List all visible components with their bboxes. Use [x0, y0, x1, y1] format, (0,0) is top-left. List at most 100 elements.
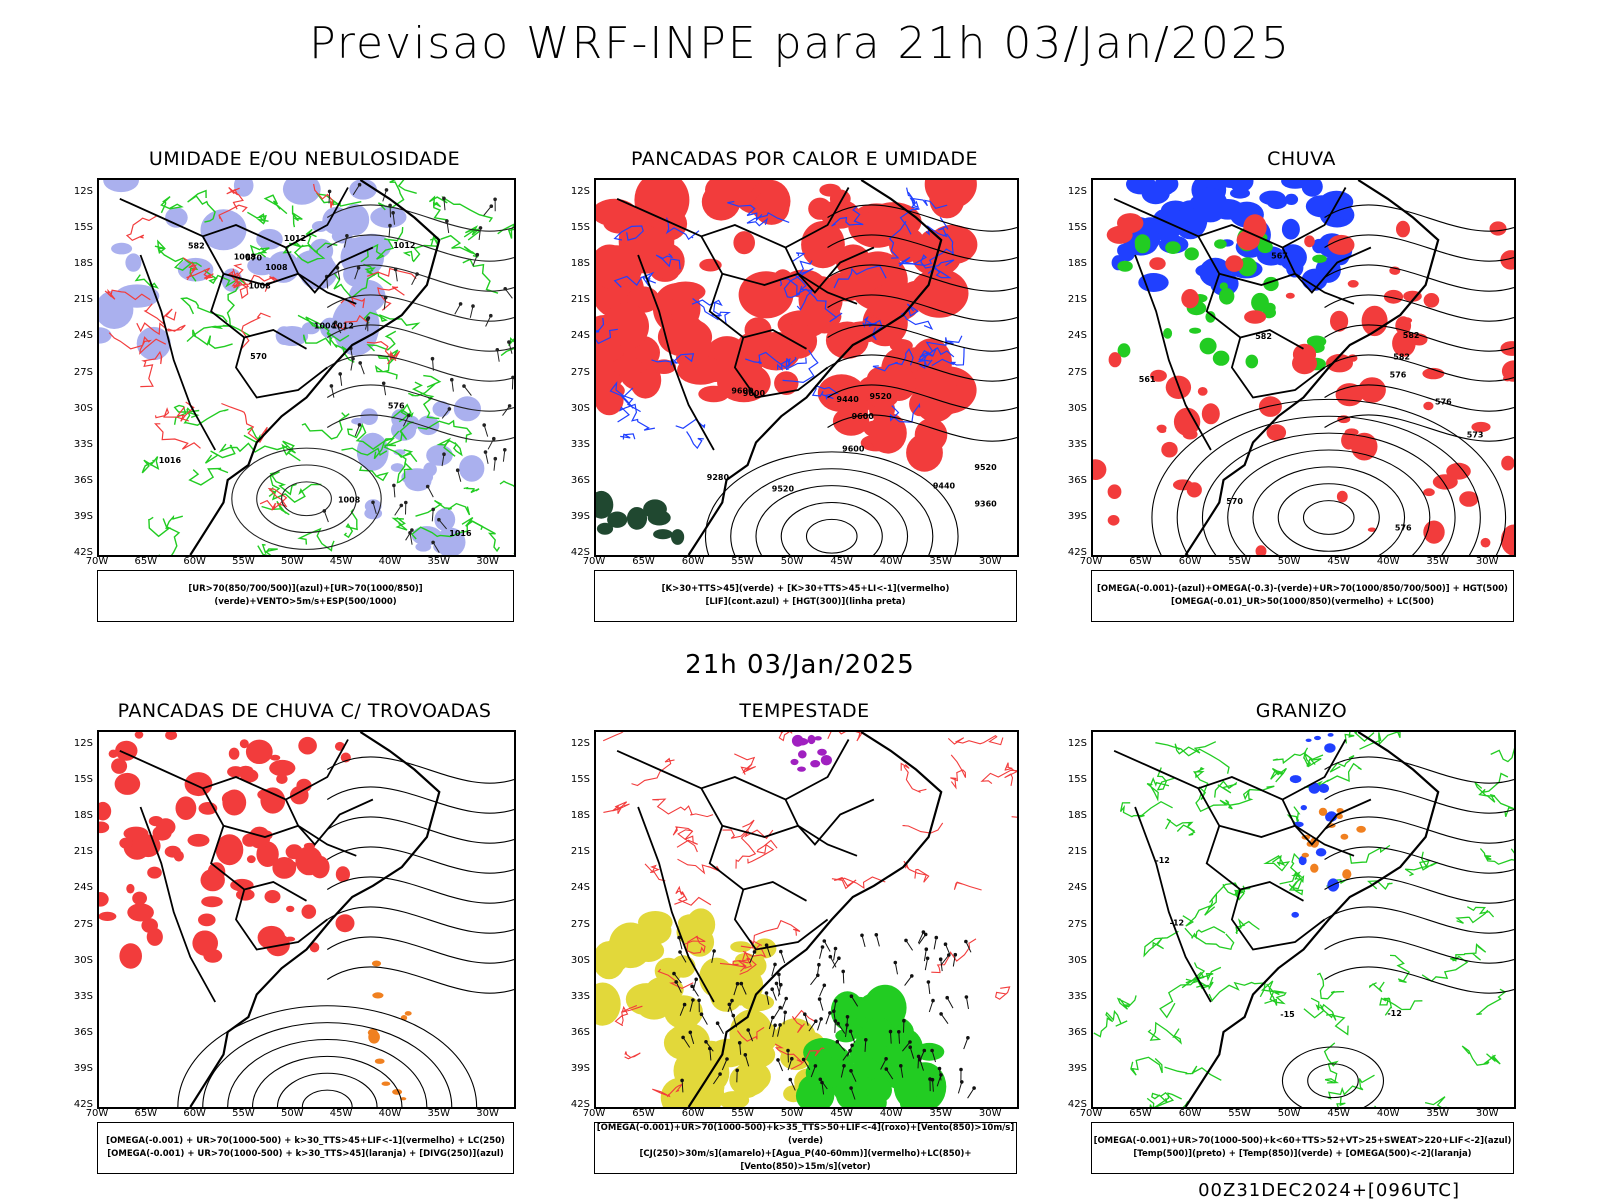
- lat-tick-label: 39S: [564, 511, 590, 522]
- lon-tick-label: 40W: [375, 556, 405, 567]
- lon-tick-label: 35W: [424, 1108, 454, 1119]
- lat-tick-label: 27S: [564, 367, 590, 378]
- lat-tick-label: 12S: [1061, 738, 1087, 749]
- lat-tick-label: 36S: [1061, 475, 1087, 486]
- lon-tick-label: 40W: [1373, 556, 1403, 567]
- lat-tick-label: 18S: [67, 810, 93, 821]
- contour-label: 1012: [393, 241, 415, 250]
- lat-tick-label: 39S: [1061, 511, 1087, 522]
- contour-label: 9520: [772, 485, 795, 494]
- contour-label: 9600: [852, 412, 875, 421]
- contour-label: 1012: [284, 234, 306, 243]
- lat-tick-label: 18S: [564, 258, 590, 269]
- lon-tick-label: 40W: [876, 1108, 906, 1119]
- lat-tick-label: 21S: [67, 294, 93, 305]
- lat-tick-label: 39S: [564, 1063, 590, 1074]
- lat-tick-label: 30S: [67, 955, 93, 966]
- humidity-low-contours: [136, 180, 514, 555]
- lon-tick-label: 60W: [180, 1108, 210, 1119]
- lon-tick-label: 30W: [473, 556, 503, 567]
- contour-label: 576: [1435, 397, 1452, 406]
- lon-tick-label: 40W: [375, 1108, 405, 1119]
- lon-tick-label: 70W: [579, 1108, 609, 1119]
- lat-tick-label: 36S: [67, 1027, 93, 1038]
- lat-tick-label: 18S: [564, 810, 590, 821]
- thunderstorm-red-area: [99, 732, 354, 969]
- lat-tick-label: 21S: [1061, 846, 1087, 857]
- lat-tick-label: 15S: [564, 774, 590, 785]
- lon-tick-label: 45W: [1324, 556, 1354, 567]
- lon-tick-label: 70W: [579, 556, 609, 567]
- lat-tick-label: 15S: [67, 774, 93, 785]
- lon-tick-label: 55W: [1225, 556, 1255, 567]
- lon-tick-label: 60W: [1175, 556, 1205, 567]
- contour-label: 567: [1271, 251, 1288, 260]
- contour-label: 1016: [449, 529, 472, 538]
- lat-tick-label: 27S: [67, 367, 93, 378]
- lon-tick-label: 35W: [926, 556, 956, 567]
- contour-label: 570: [250, 352, 267, 361]
- contour-label: 570: [1226, 497, 1243, 506]
- lon-tick-label: 65W: [629, 1108, 659, 1119]
- contour-label: 9360: [974, 499, 997, 508]
- contour-label: 1008: [248, 282, 271, 291]
- lat-tick-label: 24S: [1061, 330, 1087, 341]
- lat-tick-label: 21S: [564, 846, 590, 857]
- contour-label: 9520: [974, 463, 997, 472]
- contour-label: -12: [1155, 856, 1169, 865]
- lon-tick-label: 70W: [82, 1108, 112, 1119]
- panel-legend: [OMEGA(-0.001)+UR>70(1000-500)+k<60+TTS>…: [1091, 1122, 1514, 1174]
- panel-title: GRANIZO: [1092, 700, 1512, 722]
- lat-tick-label: 39S: [1061, 1063, 1087, 1074]
- map-panel: [97, 730, 516, 1109]
- contour-label: 1008: [265, 263, 288, 272]
- country-border: [786, 800, 874, 845]
- heat-showers-area: [596, 180, 977, 422]
- lon-tick-label: 50W: [777, 556, 807, 567]
- map-panel: [594, 730, 1019, 1109]
- lon-tick-label: 30W: [975, 1108, 1005, 1119]
- lat-tick-label: 33S: [1061, 439, 1087, 450]
- lat-tick-label: 24S: [564, 882, 590, 893]
- contour-label: 570: [245, 254, 262, 263]
- lat-tick-label: 27S: [1061, 367, 1087, 378]
- lat-tick-label: 30S: [1061, 955, 1087, 966]
- wind850-green-area: [796, 985, 946, 1107]
- mid-date: 21h 03/Jan/2025: [0, 650, 1600, 680]
- panel-legend: [UR>70(850/700/500)](azul)+[UR>70(1000/8…: [97, 570, 514, 622]
- lat-tick-label: 33S: [564, 991, 590, 1002]
- lon-tick-label: 35W: [1423, 556, 1453, 567]
- lat-tick-label: 33S: [67, 991, 93, 1002]
- lon-tick-label: 70W: [1076, 556, 1106, 567]
- lat-tick-label: 30S: [67, 403, 93, 414]
- lon-tick-label: 30W: [975, 556, 1005, 567]
- contour-label: 576: [388, 402, 405, 411]
- lon-tick-label: 50W: [277, 556, 307, 567]
- map-panel: -12-12-15-12: [1091, 730, 1516, 1109]
- contour-label: 1004: [314, 322, 337, 331]
- legend-line: [OMEGA(-0.001)-(azul)+OMEGA(-0.3)-(verde…: [1092, 583, 1513, 596]
- lat-tick-label: 15S: [564, 222, 590, 233]
- lon-tick-label: 60W: [678, 1108, 708, 1119]
- lat-tick-label: 12S: [564, 738, 590, 749]
- run-footer: 00Z31DEC2024+[096UTC]: [1198, 1180, 1460, 1201]
- contour-label: 576: [1390, 371, 1407, 380]
- main-title: Previsao WRF-INPE para 21h 03/Jan/2025: [0, 18, 1600, 69]
- lat-tick-label: 12S: [67, 186, 93, 197]
- lon-tick-label: 50W: [1274, 556, 1304, 567]
- contour-label: 582: [188, 241, 205, 250]
- lon-tick-label: 45W: [326, 1108, 356, 1119]
- lat-tick-label: 18S: [1061, 258, 1087, 269]
- legend-line: [OMEGA(-0.01)_UR>50(1000/850)(vermelho) …: [1092, 596, 1513, 609]
- lon-tick-label: 60W: [1175, 1108, 1205, 1119]
- country-border: [1219, 826, 1354, 856]
- lon-tick-label: 35W: [424, 556, 454, 567]
- lat-tick-label: 39S: [67, 1063, 93, 1074]
- lon-tick-label: 65W: [1126, 1108, 1156, 1119]
- country-border: [701, 788, 806, 901]
- panel-legend: [OMEGA(-0.001)+UR>70(1000-500)+k>35_TTS>…: [594, 1122, 1017, 1174]
- lat-tick-label: 30S: [564, 403, 590, 414]
- panel-title: PANCADAS POR CALOR E UMIDADE: [595, 148, 1015, 170]
- lat-tick-label: 21S: [564, 294, 590, 305]
- lat-tick-label: 30S: [1061, 403, 1087, 414]
